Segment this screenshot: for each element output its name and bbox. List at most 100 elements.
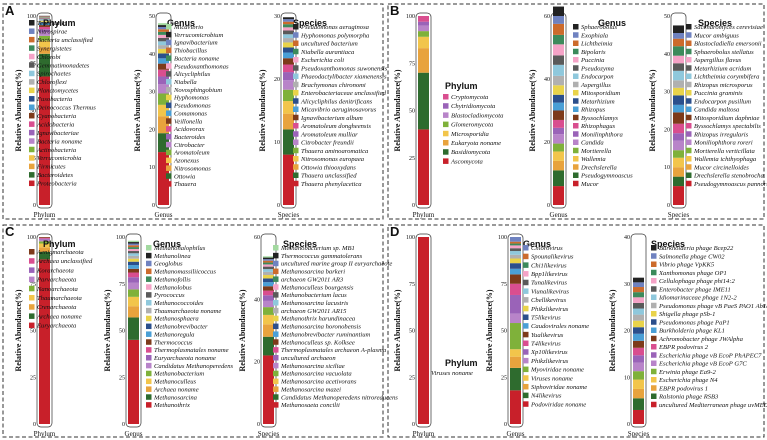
legend-item: Bacteria unclassified xyxy=(37,37,94,44)
bar-segment-5 xyxy=(510,313,521,324)
legend-item: Niabella aurantiaca xyxy=(300,49,355,56)
legend-swatch xyxy=(523,331,529,338)
bar-segment-15 xyxy=(263,264,274,267)
x-category-label: Phylum xyxy=(34,211,56,219)
legend-item: Pseudomonas phage PaP1 xyxy=(658,319,730,326)
legend-swatch xyxy=(146,355,152,361)
y-tick-label: 0 xyxy=(122,422,125,428)
x-category-label: Genus xyxy=(125,430,143,438)
legend-swatch xyxy=(443,140,449,146)
bar-segment-3 xyxy=(158,104,169,117)
legend-swatch xyxy=(651,352,657,358)
legend-swatch xyxy=(686,147,692,154)
bar-segment-13 xyxy=(39,19,50,21)
legend-swatch xyxy=(686,139,692,145)
bar-segment-0 xyxy=(283,154,294,205)
legend-item: Metarhizium xyxy=(580,98,615,105)
legend-item: Mortierella xyxy=(580,148,612,155)
legend-item: Thauera aminoaromatica xyxy=(301,148,369,155)
bar-segment-2 xyxy=(673,167,684,177)
legend-item: Burkholderia phage KL1 xyxy=(659,328,725,335)
legend-swatch xyxy=(523,279,529,286)
bar-segment-5 xyxy=(673,140,684,151)
legend-item: Thermoplasmatales archaeon A-plasma xyxy=(281,347,387,354)
bar-segment-9 xyxy=(673,104,684,113)
legend-swatch xyxy=(293,32,299,38)
legend-item: uncultured Mediterranean phage uvMED xyxy=(659,402,767,409)
bar-segment-19 xyxy=(128,242,139,244)
legend-swatch xyxy=(651,302,657,309)
legend-title: Genus xyxy=(167,18,195,28)
legend-swatch xyxy=(686,123,692,129)
legend-swatch xyxy=(146,315,152,322)
legend-item: Mucor xyxy=(580,181,599,188)
y-tick-label: 30 xyxy=(624,282,630,288)
legend-item: Gemmatimonadetes xyxy=(37,62,90,69)
legend-item: Methanoculleus xyxy=(153,379,197,386)
legend-swatch xyxy=(523,357,529,364)
legend-item: uncultured archaeon xyxy=(281,355,336,362)
legend-swatch xyxy=(166,86,172,93)
legend-swatch xyxy=(523,271,529,277)
legend-item: Xanthomonas phage OP1 xyxy=(658,270,727,277)
bar-segment-15 xyxy=(158,34,169,38)
legend-swatch xyxy=(573,40,579,46)
bar-segment-5 xyxy=(39,32,50,36)
legend-item: Tunalikevirus xyxy=(531,280,567,287)
legend-item: Methanobacterium sp. MB1 xyxy=(280,245,355,252)
legend-swatch xyxy=(273,331,279,337)
legend-item: Pseudogymnoascus xyxy=(580,173,633,180)
legend-item: Caudovirales noname xyxy=(531,323,589,330)
legend-swatch xyxy=(651,286,657,292)
bar-segment-11 xyxy=(633,320,644,328)
legend-swatch xyxy=(293,172,299,178)
legend-item: Phaeodactylibacter xiamenensis xyxy=(300,74,387,81)
legend-swatch xyxy=(651,393,657,399)
legend-swatch xyxy=(443,130,449,137)
bar-segment-2 xyxy=(418,48,429,73)
legend-swatch xyxy=(443,121,449,128)
legend-swatch xyxy=(273,339,279,345)
legend-item: uncultured bacterium xyxy=(301,41,358,48)
legend-item: Podoviridae noname xyxy=(530,401,586,408)
legend-swatch xyxy=(651,368,657,375)
bar-segment-9 xyxy=(263,282,274,287)
bar-segment-18 xyxy=(158,26,169,30)
legend-swatch xyxy=(29,36,35,43)
legend-item: Phikzlikevirus xyxy=(530,358,569,365)
y-tick-label: 0 xyxy=(33,203,36,209)
chart-genus: Relative Abundance(%)0204060GenusGenusSp… xyxy=(528,6,633,219)
legend-title: Species xyxy=(293,18,327,28)
legend-swatch xyxy=(166,24,172,30)
legend-item: Parvarchaeota xyxy=(36,277,77,284)
x-category-label: Phylum xyxy=(413,430,435,438)
legend-item: Wallemia ichthyophaga xyxy=(694,156,757,163)
bar-segment-11 xyxy=(510,258,521,264)
y-tick-label: 50 xyxy=(664,14,670,20)
legend-item: Nitrosomonas europaea xyxy=(300,156,365,163)
legend-swatch xyxy=(523,297,529,303)
legend-swatch xyxy=(573,48,579,55)
legend-item: Methanosarcina lacustris xyxy=(280,300,349,307)
legend-item: Viruses noname xyxy=(431,370,473,377)
bar-segment-8 xyxy=(673,112,684,124)
y-axis-label: Relative Abundance(%) xyxy=(528,69,537,151)
legend-item: Alicycliphilus xyxy=(173,71,211,78)
legend-item: Nitrosomonas xyxy=(173,165,211,172)
legend-item: Veillonella xyxy=(174,118,203,125)
legend-item: Aspergillus flavus xyxy=(693,57,742,64)
bar-segment-11 xyxy=(673,87,684,96)
bar-segment-9 xyxy=(633,333,644,341)
bar-segment-0 xyxy=(128,339,139,424)
bar-segment-6 xyxy=(418,21,429,26)
legend-item: Lichtheimia xyxy=(580,41,613,48)
legend-swatch xyxy=(523,349,529,355)
y-tick-label: 0 xyxy=(667,203,670,209)
legend-swatch xyxy=(29,20,35,26)
bar-segment-4 xyxy=(510,323,521,350)
legend-swatch xyxy=(686,156,692,162)
bar-segment-14 xyxy=(553,55,564,65)
legend-swatch xyxy=(651,335,657,342)
legend-swatch xyxy=(166,71,172,77)
